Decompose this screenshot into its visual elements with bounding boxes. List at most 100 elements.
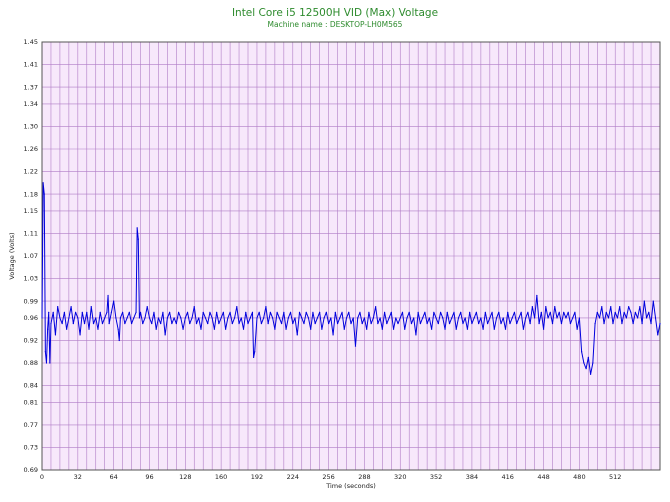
data-point xyxy=(44,351,46,353)
y-tick-label: 1.03 xyxy=(24,275,38,283)
y-tick-label: 0.92 xyxy=(24,337,38,345)
data-point xyxy=(316,317,319,319)
data-point xyxy=(126,317,128,319)
data-point xyxy=(652,300,654,302)
data-point xyxy=(310,328,312,330)
data-point xyxy=(113,300,115,302)
data-point xyxy=(388,317,390,319)
y-tick-label: 0.73 xyxy=(24,444,38,452)
data-point xyxy=(466,328,469,330)
data-point xyxy=(520,311,522,313)
data-point xyxy=(207,322,209,325)
data-point xyxy=(339,317,341,319)
data-point xyxy=(276,311,278,313)
data-point xyxy=(57,306,59,308)
data-point xyxy=(581,351,583,353)
data-point xyxy=(216,311,218,313)
data-point xyxy=(238,322,240,325)
data-point xyxy=(368,311,370,313)
data-point xyxy=(49,362,51,364)
data-point xyxy=(229,311,231,313)
data-point xyxy=(220,317,222,319)
data-point xyxy=(563,311,565,313)
data-point xyxy=(162,311,164,313)
data-point xyxy=(153,311,155,313)
data-point xyxy=(124,322,126,325)
data-point xyxy=(654,317,657,319)
x-axis-label: Time (seconds) xyxy=(325,482,376,490)
data-point xyxy=(478,322,480,325)
data-point xyxy=(446,311,448,313)
data-point xyxy=(95,317,97,319)
data-point xyxy=(265,306,267,308)
data-point xyxy=(321,328,323,330)
data-point xyxy=(495,317,498,319)
y-tick-label: 1.34 xyxy=(24,100,38,108)
y-tick-label: 0.99 xyxy=(24,297,38,305)
data-point xyxy=(471,322,473,325)
data-point xyxy=(623,311,625,313)
data-point xyxy=(417,311,419,313)
data-point xyxy=(312,311,314,313)
data-point xyxy=(657,334,659,336)
data-point xyxy=(475,311,477,313)
data-point xyxy=(628,306,630,308)
data-point xyxy=(451,317,453,319)
data-point xyxy=(482,328,484,330)
x-tick-label: 384 xyxy=(466,473,478,481)
data-point xyxy=(372,317,374,319)
data-point xyxy=(386,322,388,325)
data-point xyxy=(211,317,213,319)
data-point xyxy=(213,328,216,330)
y-tick-label: 1.30 xyxy=(24,123,38,131)
data-point xyxy=(240,317,242,319)
data-point xyxy=(166,317,168,319)
data-point xyxy=(272,317,274,319)
data-point xyxy=(426,322,428,325)
data-point xyxy=(592,362,594,364)
data-point xyxy=(634,311,636,313)
data-point xyxy=(551,322,554,325)
data-point xyxy=(545,306,547,308)
data-point xyxy=(366,328,368,330)
data-point xyxy=(336,322,339,325)
data-point xyxy=(294,317,296,319)
y-tick-label: 1.22 xyxy=(24,168,38,176)
data-point xyxy=(525,317,527,319)
data-point xyxy=(511,317,513,319)
data-point xyxy=(157,317,160,319)
data-point xyxy=(43,193,45,195)
data-point xyxy=(392,328,395,330)
data-point xyxy=(305,311,307,313)
data-point xyxy=(68,317,70,319)
data-point xyxy=(59,317,61,319)
data-point xyxy=(88,328,90,330)
data-point xyxy=(42,182,44,184)
data-point xyxy=(370,322,372,325)
data-point xyxy=(408,311,410,313)
data-point xyxy=(390,311,392,313)
x-tick-label: 288 xyxy=(358,473,370,481)
data-point xyxy=(108,322,110,325)
data-point xyxy=(601,306,603,308)
data-point xyxy=(621,322,623,325)
y-tick-label: 1.18 xyxy=(24,190,38,198)
data-point xyxy=(325,311,327,313)
data-point xyxy=(637,317,639,319)
x-tick-label: 32 xyxy=(74,473,82,481)
data-point xyxy=(489,317,491,319)
data-point xyxy=(66,328,68,330)
data-point xyxy=(177,311,180,313)
data-point xyxy=(435,317,437,319)
data-point xyxy=(612,322,614,325)
data-point xyxy=(247,322,249,325)
data-point xyxy=(200,328,202,330)
data-point xyxy=(576,328,578,330)
data-point xyxy=(180,317,182,319)
data-point xyxy=(249,317,251,319)
y-tick-label: 0.84 xyxy=(24,382,38,390)
data-point xyxy=(343,328,345,330)
data-point xyxy=(614,311,616,313)
data-point xyxy=(502,317,504,319)
data-point xyxy=(225,328,227,330)
